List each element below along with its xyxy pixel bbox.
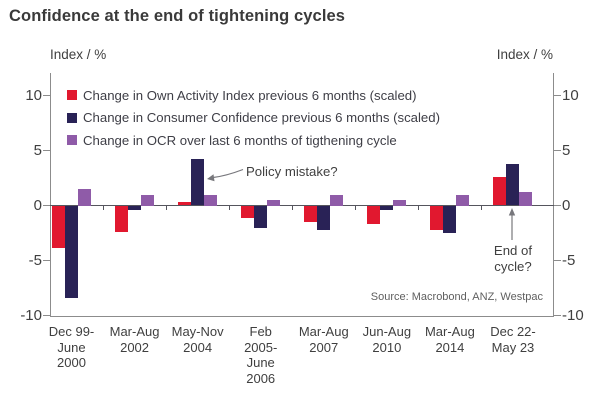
annotation-policy-mistake: Policy mistake?	[246, 164, 338, 179]
bar-consumer-confidence-7	[443, 205, 457, 233]
y-tick-right	[554, 95, 561, 96]
bar-ocr-3	[204, 194, 218, 206]
legend-label: Change in Consumer Confidence previous 6…	[83, 110, 440, 126]
bar-ocr-4	[267, 200, 281, 206]
bar-own-activity-7	[430, 205, 444, 230]
y-axis-right	[553, 73, 554, 316]
legend-item: Change in Own Activity Index previous 6 …	[67, 84, 440, 107]
y-tick-label-right: 0	[562, 196, 571, 214]
bar-ocr-5	[330, 194, 344, 206]
x-boundary-tick	[166, 206, 168, 210]
y-tick-left	[43, 205, 50, 206]
legend-swatch-icon	[67, 135, 77, 146]
x-category-label: Mar-Aug 2007	[298, 324, 349, 355]
x-category-label: Mar-Aug 2002	[109, 324, 160, 355]
y-tick-label-right: -5	[562, 251, 576, 269]
x-category-label: Mar-Aug 2014	[424, 324, 475, 355]
zero-line	[50, 205, 554, 206]
x-axis-bottom	[50, 316, 554, 317]
y-tick-label-left: -5	[28, 251, 42, 269]
bar-own-activity-6	[367, 205, 381, 225]
x-category-label: Dec 99- June 2000	[48, 324, 95, 370]
x-category-label: Feb 2005- June 2006	[244, 324, 278, 386]
legend-swatch-icon	[67, 90, 77, 101]
bar-ocr-2	[141, 194, 155, 206]
bar-consumer-confidence-1	[65, 205, 78, 298]
legend: Change in Own Activity Index previous 6 …	[67, 84, 440, 152]
legend-label: Change in Own Activity Index previous 6 …	[83, 87, 417, 103]
bar-own-activity-4	[241, 205, 255, 218]
legend-swatch-icon	[67, 112, 77, 123]
x-category-label: May-Nov 2004	[171, 324, 224, 355]
y-tick-label-right: 5	[562, 141, 571, 159]
y-tick-label-right: -10	[562, 306, 584, 324]
bar-own-activity-2	[115, 205, 129, 232]
source-note: Source: Macrobond, ANZ, Westpac	[370, 291, 543, 303]
bar-consumer-confidence-4	[254, 205, 268, 228]
bar-consumer-confidence-5	[317, 205, 331, 230]
y-tick-left	[43, 260, 50, 261]
bar-consumer-confidence-3	[191, 159, 205, 206]
x-category-label: Dec 22- May 23	[490, 324, 536, 355]
y-axis-left	[49, 73, 51, 316]
bar-own-activity-8	[493, 176, 507, 206]
right-axis-title: Index / %	[496, 47, 553, 62]
bar-ocr-7	[456, 194, 470, 206]
y-tick-left	[43, 150, 50, 151]
bar-consumer-confidence-6	[380, 205, 394, 210]
bar-consumer-confidence-2	[128, 205, 142, 210]
y-tick-right	[554, 150, 561, 151]
x-boundary-tick	[418, 206, 420, 210]
bar-ocr-6	[393, 200, 407, 206]
x-boundary-tick	[481, 206, 483, 210]
y-tick-right	[554, 205, 561, 206]
y-tick-label-right: 10	[562, 86, 579, 104]
y-tick-right	[554, 260, 561, 261]
x-boundary-tick	[292, 206, 294, 210]
x-boundary-tick	[103, 206, 105, 210]
legend-item: Change in Consumer Confidence previous 6…	[67, 107, 440, 130]
x-boundary-tick	[355, 206, 357, 210]
bar-own-activity-5	[304, 205, 318, 222]
bar-ocr-1	[78, 189, 91, 206]
x-category-label: Jun-Aug 2010	[362, 324, 412, 355]
x-boundary-tick	[229, 206, 231, 210]
legend-label: Change in OCR over last 6 months of tigt…	[83, 132, 397, 148]
bar-ocr-8	[519, 191, 533, 206]
y-tick-label-left: 0	[33, 196, 42, 214]
y-tick-left	[43, 315, 50, 316]
bar-consumer-confidence-8	[506, 163, 520, 206]
y-tick-right	[554, 315, 561, 316]
legend-item: Change in OCR over last 6 months of tigt…	[67, 129, 440, 152]
chart-title: Confidence at the end of tightening cycl…	[9, 7, 346, 25]
bar-own-activity-3	[178, 202, 192, 206]
y-tick-label-left: 5	[33, 141, 42, 159]
annotation-end-of-cycle: End of cycle?	[493, 243, 533, 274]
bar-own-activity-1	[52, 205, 65, 249]
y-tick-label-left: -10	[20, 306, 42, 324]
y-tick-label-left: 10	[25, 86, 42, 104]
y-tick-left	[43, 95, 50, 96]
left-axis-title: Index / %	[50, 47, 107, 62]
